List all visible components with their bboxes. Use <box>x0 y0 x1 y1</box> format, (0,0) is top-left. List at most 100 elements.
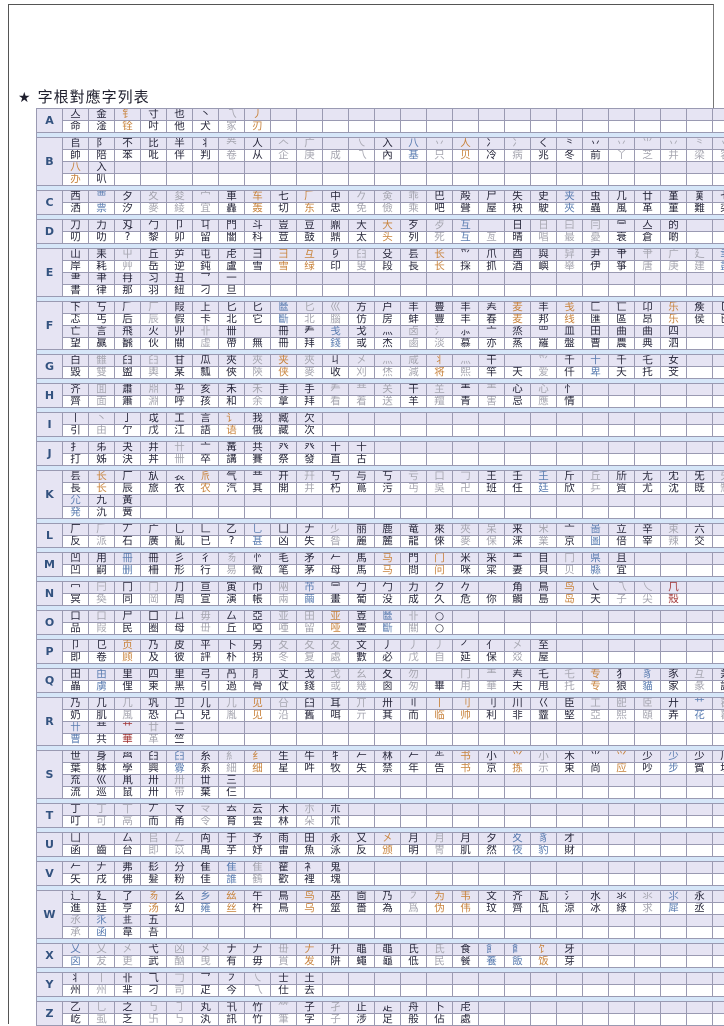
char-cell: 前 <box>583 150 609 162</box>
char-cell: 面 <box>89 396 115 408</box>
radical-cell: 儿 <box>193 698 219 710</box>
radical-cell <box>401 775 427 787</box>
char-cell: 柬 <box>141 681 167 693</box>
char-cell: 蔦 <box>349 483 375 495</box>
radical-cell: 堇 <box>661 191 687 203</box>
char-cell <box>557 425 583 437</box>
char-cell: 拿 <box>271 396 297 408</box>
char-cell <box>661 734 687 746</box>
char-cell <box>297 285 323 297</box>
char-cell: 闇 <box>219 232 245 244</box>
row-label-V: V <box>37 862 63 886</box>
row-label-S: S <box>37 751 63 799</box>
radical-cell: 采 <box>479 553 505 565</box>
char-cell: 蟲 <box>583 203 609 215</box>
char-cell: 利 <box>479 710 505 722</box>
char-cell <box>427 787 453 799</box>
radical-cell: 勹 <box>349 582 375 594</box>
char-cell <box>401 787 427 799</box>
char-cell: 伟 <box>453 903 479 915</box>
radical-cell: 戋 <box>323 326 349 338</box>
char-cell: 涞 <box>505 536 531 548</box>
radical-cell: 乃 <box>63 698 89 710</box>
radical-cell <box>349 109 375 121</box>
radical-cell: 乖 <box>401 191 427 203</box>
char-cell <box>375 121 401 133</box>
char-cell: 贝 <box>557 565 583 577</box>
char-cell: 已 <box>193 536 219 548</box>
radical-cell: 冃 <box>583 220 609 232</box>
radical-cell: 冎 <box>219 669 245 681</box>
radical-row: L厂𠂆丆广乚𠃊乙乚凵𠂇𣥂丽鹿竜來夾呆来𣎵亠啚立辛束六 <box>37 524 724 536</box>
char-cell <box>479 454 505 466</box>
char-cell <box>713 623 724 635</box>
char-cell: 留 <box>193 232 219 244</box>
char-cell: 藋 <box>713 710 724 722</box>
radical-cell <box>661 944 687 956</box>
radical-cell: 食 <box>453 944 479 956</box>
char-cell: 雪 <box>245 261 271 273</box>
char-cell: 疋 <box>193 985 219 997</box>
radical-cell: 孑 <box>323 1002 349 1014</box>
char-cell <box>713 425 724 437</box>
radical-cell: 少 <box>687 751 713 763</box>
char-cell <box>479 874 505 886</box>
char-cell: 贏 <box>89 338 115 350</box>
char-cell: 淵 <box>141 396 167 408</box>
radical-cell <box>687 640 713 652</box>
char-cell: 今 <box>219 985 245 997</box>
char-row: 畾虜俚柬黑引過骨仗錢或幾囪匆畢用華夫甩托专狼貓家彖謙 <box>37 681 724 693</box>
radical-row: I丨丶亅戉工言讠我臧欠 <box>37 413 724 425</box>
radical-cell: 尸 <box>479 191 505 203</box>
radical-cell <box>583 162 609 174</box>
char-cell <box>609 285 635 297</box>
char-cell: 貫 <box>271 956 297 968</box>
char-cell: 決 <box>115 454 141 466</box>
char-cell <box>531 425 557 437</box>
char-cell: 兆 <box>531 150 557 162</box>
char-cell: 票 <box>89 203 115 215</box>
char-cell: 汤 <box>141 903 167 915</box>
char-cell <box>661 927 687 939</box>
char-cell: ? <box>115 232 141 244</box>
char-row: 矢戌佛髮粉佳誰鶴歡裡塊 <box>37 874 724 886</box>
char-cell <box>713 536 724 548</box>
char-cell: 饭 <box>531 956 557 968</box>
radical-cell: ⺌ <box>635 138 661 150</box>
char-cell: 畢 <box>427 681 453 693</box>
char-cell <box>271 927 297 939</box>
char-cell <box>453 285 479 297</box>
char-cell: 亂 <box>167 536 193 548</box>
radical-cell: 癶 <box>297 442 323 454</box>
radical-cell: 几 <box>609 191 635 203</box>
char-cell: 忌 <box>505 396 531 408</box>
char-cell <box>479 816 505 828</box>
radical-cell <box>453 611 479 623</box>
radical-cell: 厶 <box>115 833 141 845</box>
char-cell <box>635 734 661 746</box>
radical-cell: 冘 <box>661 471 687 483</box>
radical-cell: 力 <box>89 220 115 232</box>
radical-cell: 巜 <box>531 698 557 710</box>
radical-cell <box>349 915 375 927</box>
radical-cell <box>609 109 635 121</box>
char-cell: 嶼 <box>531 261 557 273</box>
char-cell <box>609 845 635 857</box>
char-cell: 伊 <box>583 261 609 273</box>
radical-cell <box>531 495 557 507</box>
radical-cell <box>609 162 635 174</box>
radical-cell: ⺜ <box>609 220 635 232</box>
char-cell <box>635 285 661 297</box>
radical-cell: 丘 <box>141 249 167 261</box>
radical-cell: 广 <box>297 138 323 150</box>
radical-cell <box>687 944 713 956</box>
char-cell <box>609 816 635 828</box>
char-cell: 亨 <box>115 903 141 915</box>
radical-cell <box>245 915 271 927</box>
char-cell: 更 <box>115 956 141 968</box>
char-cell <box>635 874 661 886</box>
char-cell: 發 <box>297 454 323 466</box>
radical-cell <box>661 775 687 787</box>
radical-cell: 亏 <box>401 471 427 483</box>
char-row: 岸耗艸岳逆鈍盧雪雪绿印叟段長长採抓酒嶼舉伊箏唐庚建盡 <box>37 261 724 273</box>
